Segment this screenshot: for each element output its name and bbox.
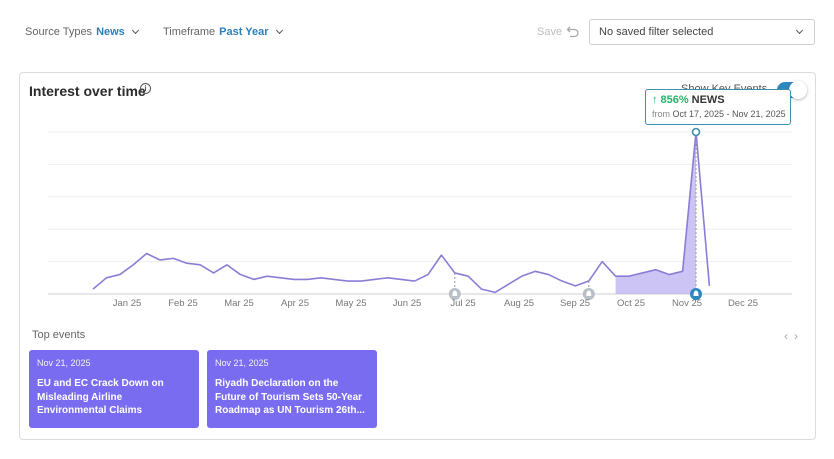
chevron-left-icon[interactable]: ‹ [784,329,794,343]
source-types-value: News [96,26,125,38]
card-title: Interest over time [29,83,146,99]
undo-icon[interactable] [566,24,580,38]
series-line [92,131,711,294]
timeframe-label: Timeframe [163,26,216,38]
x-tick-label: Aug 25 [504,298,534,309]
interest-chart: Jan 25 Feb 25 Mar 25 Apr 25 May 25 Jun 25 Jul … [48,127,792,309]
x-tick-label: Dec 25 [728,298,758,309]
x-tick-label: Apr 25 [281,298,309,309]
peak-tooltip: ↑ 856% NEWS from Oct 17, 2025 - Nov 21, … [645,89,791,125]
save-button[interactable]: Save [537,26,563,38]
saved-filter-value: No saved filter selected [599,26,714,38]
source-types-label: Source Types [25,26,93,38]
event-date: Nov 21, 2025 [37,358,91,368]
tooltip-range: Oct 17, 2025 - Nov 21, 2025 [672,109,786,119]
peak-point [691,127,701,137]
highlight-area [615,132,696,294]
filter-bar: Source Types News Timeframe Past Year Sa… [0,0,834,62]
event-date: Nov 21, 2025 [215,358,269,368]
info-icon[interactable]: i [140,83,151,94]
arrow-up-icon: ↑ [652,94,658,106]
saved-filter-select[interactable]: No saved filter selected [589,19,815,45]
x-tick-label: Feb 25 [168,298,198,309]
x-tick-label: Nov 25 [672,298,702,309]
x-tick-label: Sep 25 [560,298,590,309]
x-tick-label: Jan 25 [113,298,142,309]
source-types-filter[interactable]: Source Types News [25,26,139,38]
x-tick-label: Oct 25 [617,298,645,309]
timeframe-filter[interactable]: Timeframe Past Year [163,26,283,38]
tooltip-from-label: from [652,109,670,119]
event-card[interactable]: Nov 21, 2025 Riyadh Declaration on the F… [207,350,377,428]
tooltip-percent: 856% [660,94,689,106]
top-events-label: Top events [32,329,86,341]
events-pager: ‹› [784,329,804,343]
bell-glyph [693,290,699,296]
event-title: Riyadh Declaration on the Future of Tour… [215,378,365,416]
toggle-knob [789,81,807,99]
event-card[interactable]: Nov 21, 2025 EU and EC Crack Down on Mis… [29,350,199,428]
tooltip-source: NEWS [691,94,725,106]
x-tick-label: Mar 25 [224,298,254,309]
timeframe-value: Past Year [219,26,269,38]
x-tick-label: Jul 25 [450,298,475,309]
x-tick-label: May 25 [335,298,366,309]
event-title: EU and EC Crack Down on Misleading Airli… [37,378,164,416]
chevron-right-icon[interactable]: › [794,329,804,343]
bell-glyph [586,290,592,296]
x-tick-label: Jun 25 [393,298,422,309]
bell-glyph [452,290,458,296]
